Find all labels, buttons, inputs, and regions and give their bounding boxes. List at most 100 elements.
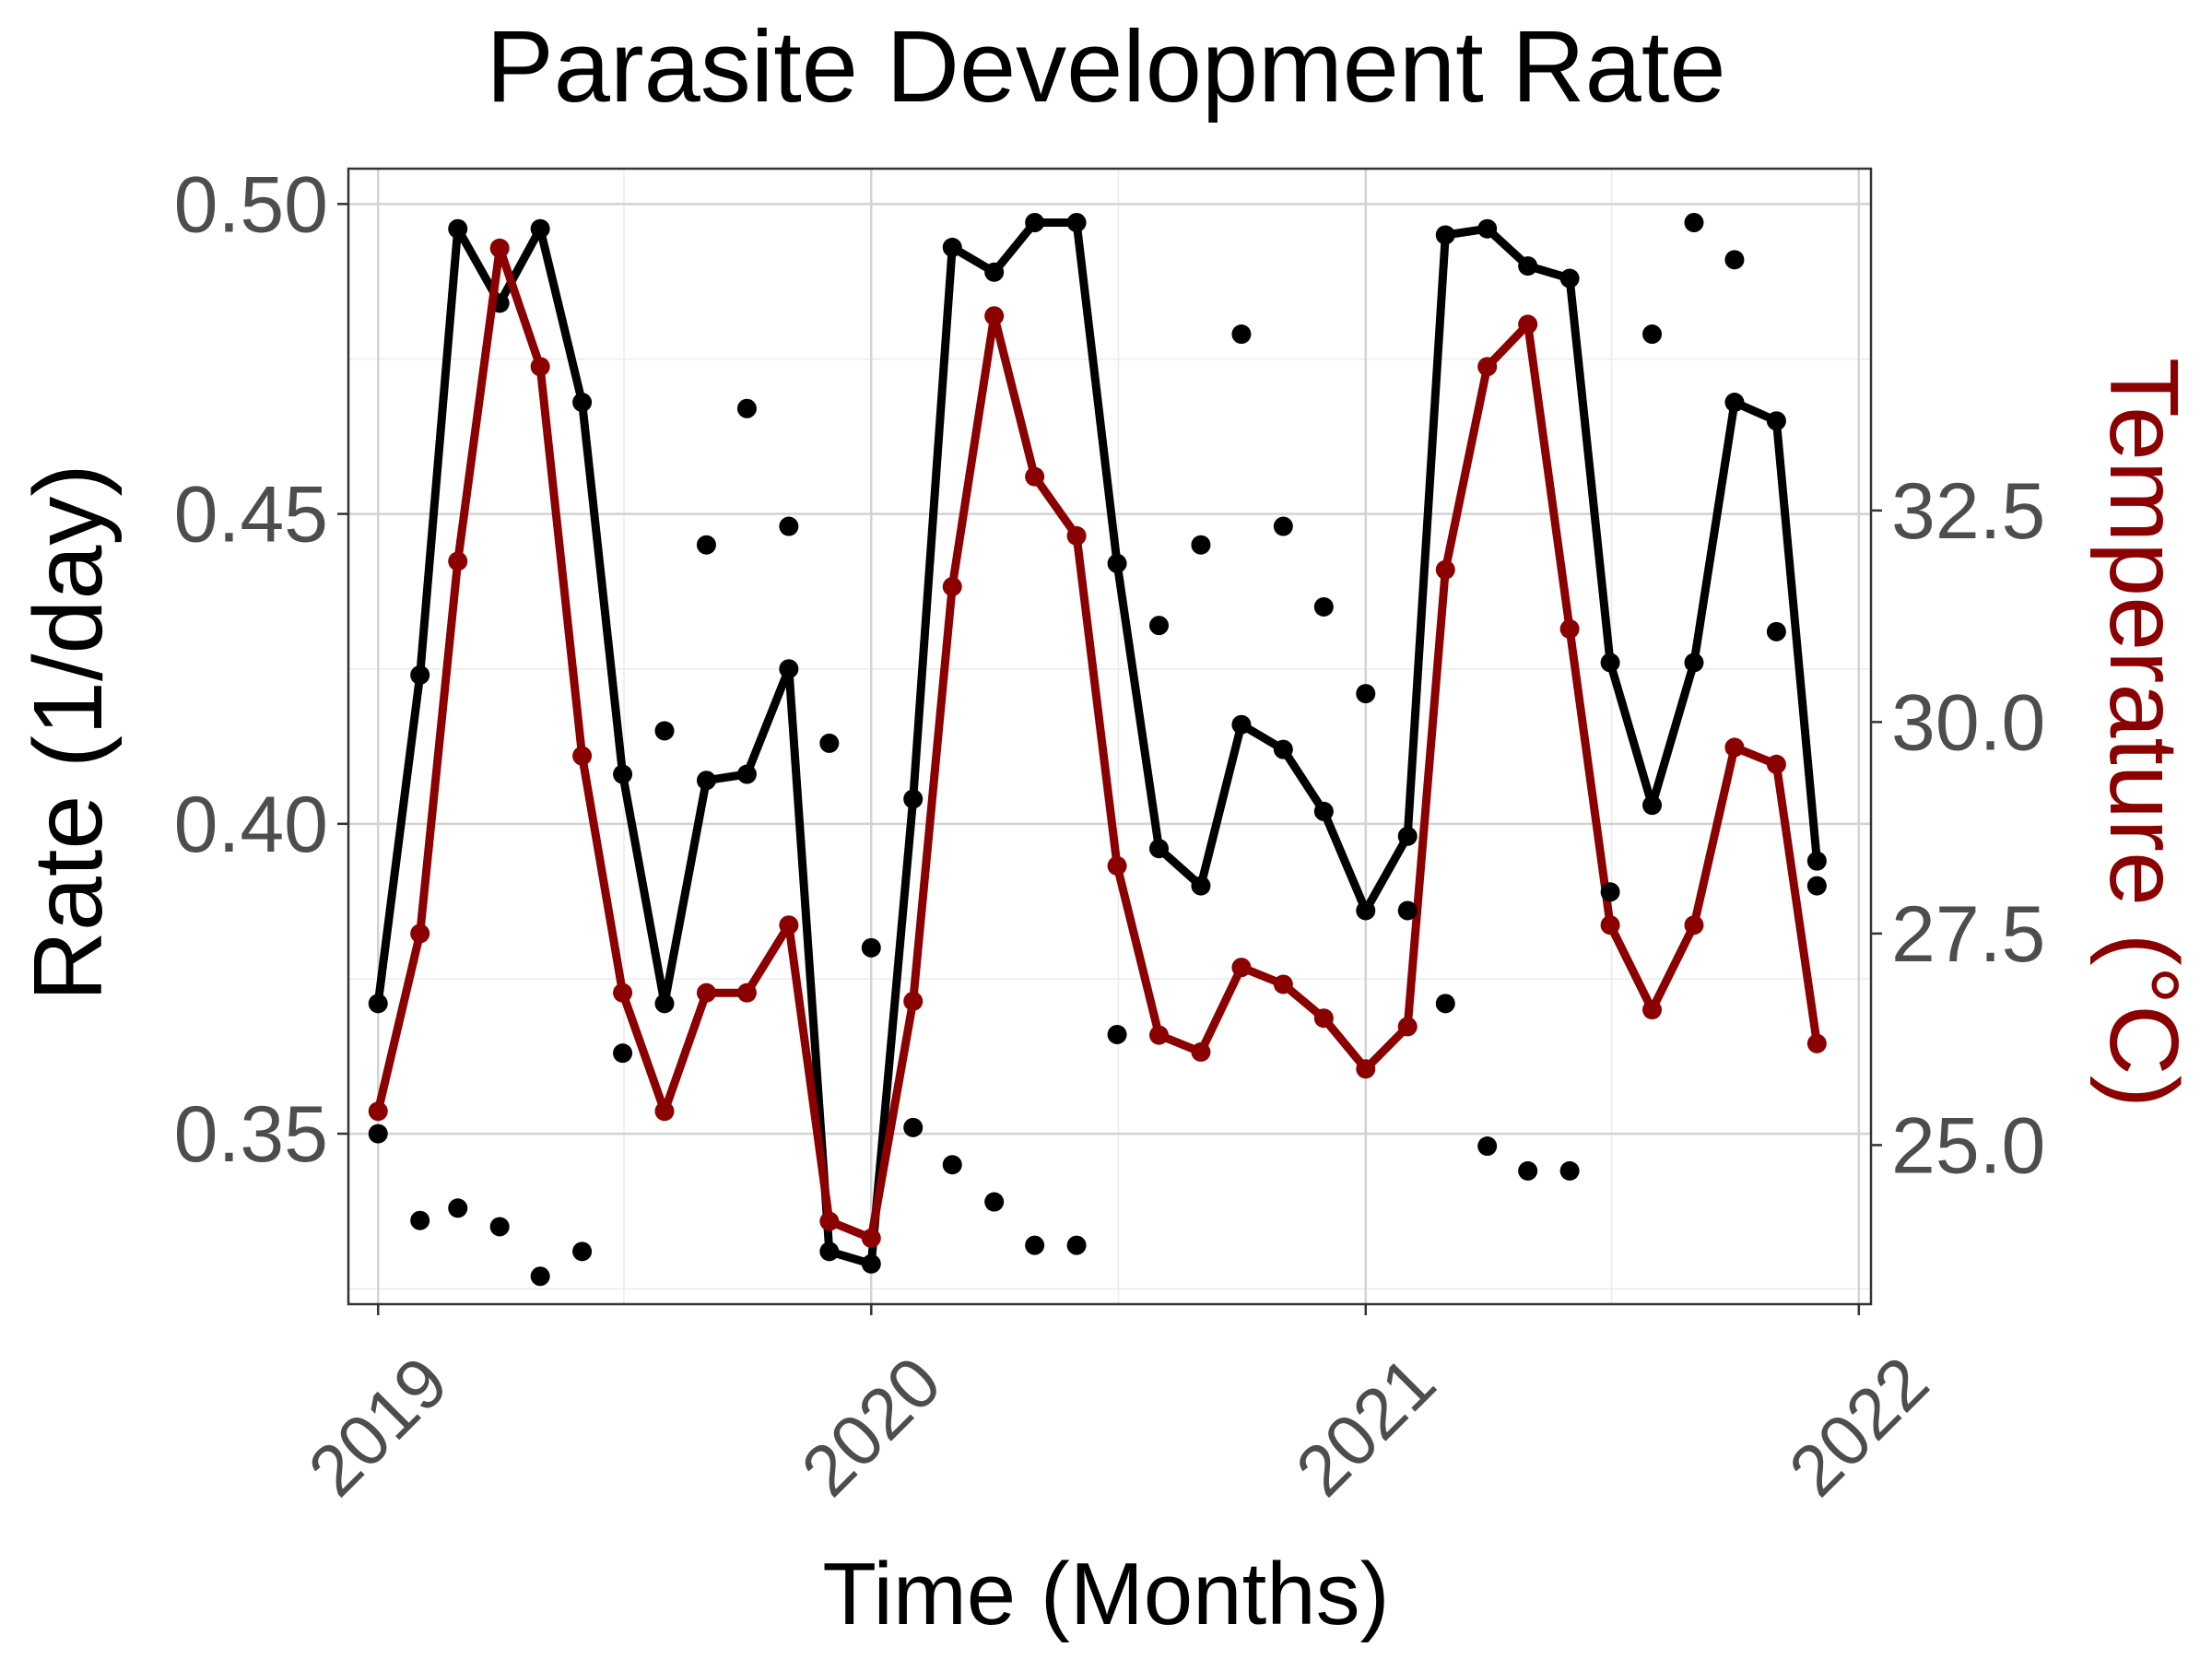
rate-point: [696, 771, 716, 791]
temperature-point: [1806, 1033, 1827, 1053]
temperature-point: [613, 982, 633, 1003]
rate-point: [1149, 839, 1170, 859]
scatter-point: [572, 1241, 593, 1262]
data-layer: [368, 213, 1827, 1287]
y2-tick-label: 25.0: [1891, 1101, 2045, 1190]
scatter-point: [736, 398, 757, 418]
temperature-point: [779, 915, 799, 935]
scatter-point: [984, 1192, 1005, 1212]
temperature-point: [1724, 737, 1745, 758]
temperature-point: [368, 1101, 388, 1122]
rate-point: [1684, 653, 1704, 673]
chart-title: Parasite Development Rate: [486, 10, 1725, 124]
scatter-point: [530, 1266, 550, 1287]
scatter-point: [903, 1117, 924, 1137]
temperature-point: [736, 982, 757, 1003]
rate-point: [1191, 876, 1211, 896]
scatter-point: [1231, 324, 1252, 345]
y-tick-label: 0.35: [174, 1090, 328, 1179]
scatter-point: [942, 1155, 962, 1175]
rate-point: [779, 659, 799, 679]
temperature-point: [819, 1211, 840, 1231]
temperature-point: [1356, 1059, 1376, 1079]
rate-point: [1273, 739, 1293, 759]
y2-tick-label: 30.0: [1891, 678, 2045, 767]
rate-point: [1559, 268, 1580, 288]
y-axis-label: Rate (1/day): [14, 464, 123, 1001]
rate-point: [1600, 653, 1620, 673]
temperature-point: [1149, 1025, 1170, 1045]
scatter-point: [696, 535, 716, 555]
y-tick-label: 0.40: [174, 781, 328, 869]
rate-point: [1397, 826, 1418, 846]
temperature-point: [1231, 958, 1252, 978]
temperature-point: [861, 1228, 881, 1248]
temperature-point: [1273, 974, 1293, 994]
scatter-point: [1806, 876, 1827, 896]
rate-point: [368, 994, 388, 1014]
rate-point: [448, 218, 468, 239]
scatter-point: [1724, 250, 1745, 270]
temperature-point: [1642, 1000, 1663, 1020]
scatter-point: [1191, 535, 1211, 555]
panel-border: [347, 167, 1873, 1306]
y2-tick-label: 27.5: [1891, 890, 2045, 979]
rate-point: [1518, 256, 1538, 276]
scatter-point: [861, 937, 881, 958]
temperature-point: [696, 982, 716, 1003]
y-tick-label: 0.45: [174, 471, 328, 559]
scatter-point: [489, 1217, 510, 1237]
rate-point: [984, 262, 1005, 282]
temperature-point: [1684, 915, 1704, 935]
rate-point: [1435, 225, 1455, 245]
scatter-point: [1149, 616, 1170, 636]
scatter-point: [1356, 684, 1376, 704]
temperature-point: [1397, 1017, 1418, 1037]
rate-point: [1025, 213, 1045, 233]
rate-point: [1642, 795, 1663, 816]
temperature-point: [903, 991, 924, 1011]
temperature-point: [1559, 618, 1580, 639]
scatter-point: [654, 721, 675, 741]
temperature-point: [1107, 855, 1127, 876]
rate-point: [1766, 411, 1786, 431]
scatter-point: [1397, 900, 1418, 921]
temperature-point: [1025, 466, 1045, 487]
scatter-point: [368, 1124, 388, 1144]
scatter-point: [1766, 621, 1786, 641]
rate-point: [1231, 714, 1252, 735]
scatter-point: [1066, 1235, 1087, 1255]
temperature-point: [530, 357, 550, 377]
rate-point: [530, 218, 550, 239]
scatter-point: [1684, 213, 1704, 233]
rate-point: [1477, 218, 1498, 239]
rate-point: [1806, 851, 1827, 871]
scatter-point: [613, 1043, 633, 1064]
temperature-point: [654, 1101, 675, 1122]
rate-point: [903, 789, 924, 809]
rate-point: [410, 665, 430, 685]
rate-point: [1356, 900, 1376, 921]
scatter-point: [819, 733, 840, 753]
temperature-point: [489, 238, 510, 258]
temperature-point: [572, 746, 593, 766]
rate-line: [373, 218, 1821, 1268]
temperature-line: [373, 243, 1821, 1242]
temperature-point: [984, 306, 1005, 326]
rate-point: [736, 764, 757, 784]
y-tick-label: 0.50: [174, 160, 328, 249]
x-axis-label: Time (Months): [822, 1545, 1389, 1643]
rate-point: [861, 1253, 881, 1274]
scatter-point: [448, 1198, 468, 1218]
scatter-point: [410, 1210, 430, 1230]
scatter-point: [1435, 994, 1455, 1014]
rate-point: [613, 764, 633, 784]
scatter-point: [1107, 1024, 1127, 1044]
temperature-point: [1435, 559, 1455, 580]
rate-point: [572, 393, 593, 413]
temperature-point: [1191, 1041, 1211, 1062]
temperature-point: [1766, 754, 1786, 774]
rate-point: [1066, 213, 1087, 233]
